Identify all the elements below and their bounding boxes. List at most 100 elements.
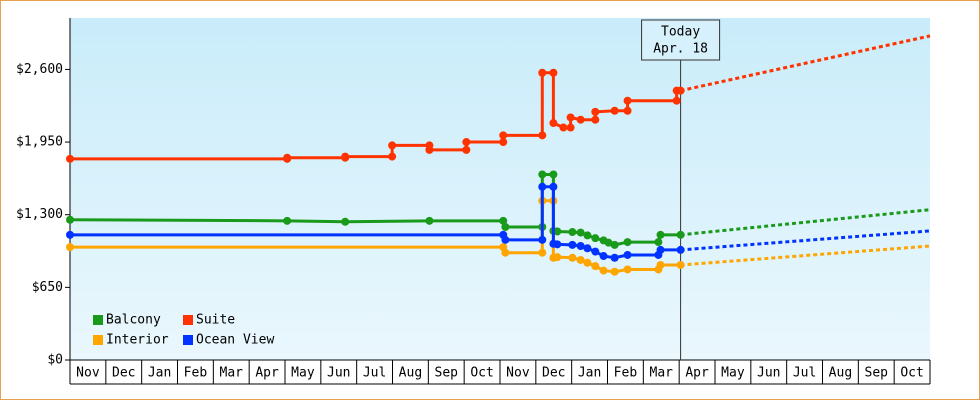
point [623, 106, 632, 115]
point [623, 96, 632, 105]
x-tick-label: Jan [148, 366, 171, 381]
point [610, 267, 619, 276]
point [553, 253, 562, 262]
point [553, 240, 562, 249]
point [341, 217, 350, 226]
y-tick-label: $1,950 [16, 135, 63, 150]
point [66, 215, 74, 224]
point [341, 152, 350, 161]
point [388, 152, 397, 161]
point [462, 145, 471, 154]
y-tick-label: $1,300 [16, 207, 63, 222]
forecast-line [680, 34, 931, 93]
x-tick-label: Nov [506, 366, 530, 381]
point [538, 182, 547, 191]
x-tick-label: Mar [650, 366, 674, 381]
series-line [70, 185, 681, 260]
point [623, 238, 632, 247]
plot-area [70, 18, 930, 360]
point [553, 227, 562, 236]
today-date: Apr. 18 [653, 42, 708, 57]
point [623, 250, 632, 259]
x-tick-label: Jan [578, 366, 601, 381]
x-tick-label: Dec [542, 366, 565, 381]
point [549, 119, 558, 128]
x-tick-label: May [721, 366, 745, 381]
series-line [70, 199, 681, 274]
point [538, 170, 547, 179]
point [501, 235, 510, 244]
point [676, 86, 685, 95]
x-tick-label: Feb [184, 366, 208, 381]
legend-swatch [93, 335, 103, 345]
legend-label: Balcony [106, 313, 161, 328]
x-tick-label: Oct [470, 366, 493, 381]
point [538, 248, 547, 257]
legend-label: Ocean View [196, 333, 274, 348]
today-title: Today [661, 25, 700, 40]
x-tick-label: Jul [793, 366, 816, 381]
point [576, 255, 585, 264]
point [676, 261, 685, 269]
point [656, 230, 665, 239]
point [591, 115, 600, 124]
point [672, 96, 681, 105]
point [656, 245, 665, 254]
point [66, 230, 74, 239]
today-box [641, 19, 721, 61]
x-tick-label: Sep [435, 366, 459, 381]
legend-label: Interior [106, 333, 169, 348]
point [499, 131, 508, 140]
x-tick-label: May [291, 366, 315, 381]
point [388, 141, 397, 150]
point [425, 145, 434, 154]
point [538, 131, 547, 140]
point [591, 234, 600, 243]
point [549, 68, 558, 77]
x-tick-label: Aug [399, 366, 422, 381]
x-tick-label: Aug [829, 366, 852, 381]
point [283, 153, 292, 162]
series-line [69, 172, 681, 247]
point [576, 115, 585, 124]
point [599, 252, 608, 261]
point [576, 228, 585, 237]
point [610, 240, 619, 249]
point [599, 266, 608, 275]
point [501, 248, 510, 257]
point [559, 123, 568, 132]
point [591, 247, 600, 256]
point [568, 253, 577, 262]
point [576, 242, 585, 250]
x-tick-label: Feb [614, 366, 638, 381]
x-tick-label: Jun [757, 366, 780, 381]
point [566, 113, 575, 122]
point [568, 228, 577, 237]
legend-label: Suite [196, 313, 235, 328]
point [676, 245, 685, 254]
legend-swatch [93, 315, 103, 325]
point [583, 244, 592, 253]
legend-swatch [183, 315, 193, 325]
x-tick-label: Apr [685, 366, 709, 381]
point [568, 240, 577, 249]
point [654, 238, 663, 247]
point [604, 238, 613, 247]
y-tick-label: $2,600 [16, 62, 63, 77]
x-tick-label: Dec [112, 366, 135, 381]
x-tick-label: Jun [327, 366, 350, 381]
point [656, 261, 665, 269]
point [591, 107, 600, 116]
x-tick-label: Nov [76, 366, 100, 381]
point [610, 253, 619, 262]
point [591, 262, 600, 271]
point [499, 138, 508, 147]
point [566, 123, 575, 132]
point [283, 216, 292, 225]
point [66, 154, 74, 163]
point [501, 223, 510, 231]
point [499, 216, 508, 225]
y-tick-label: $0 [47, 353, 63, 368]
x-tick-label: Apr [255, 366, 279, 381]
